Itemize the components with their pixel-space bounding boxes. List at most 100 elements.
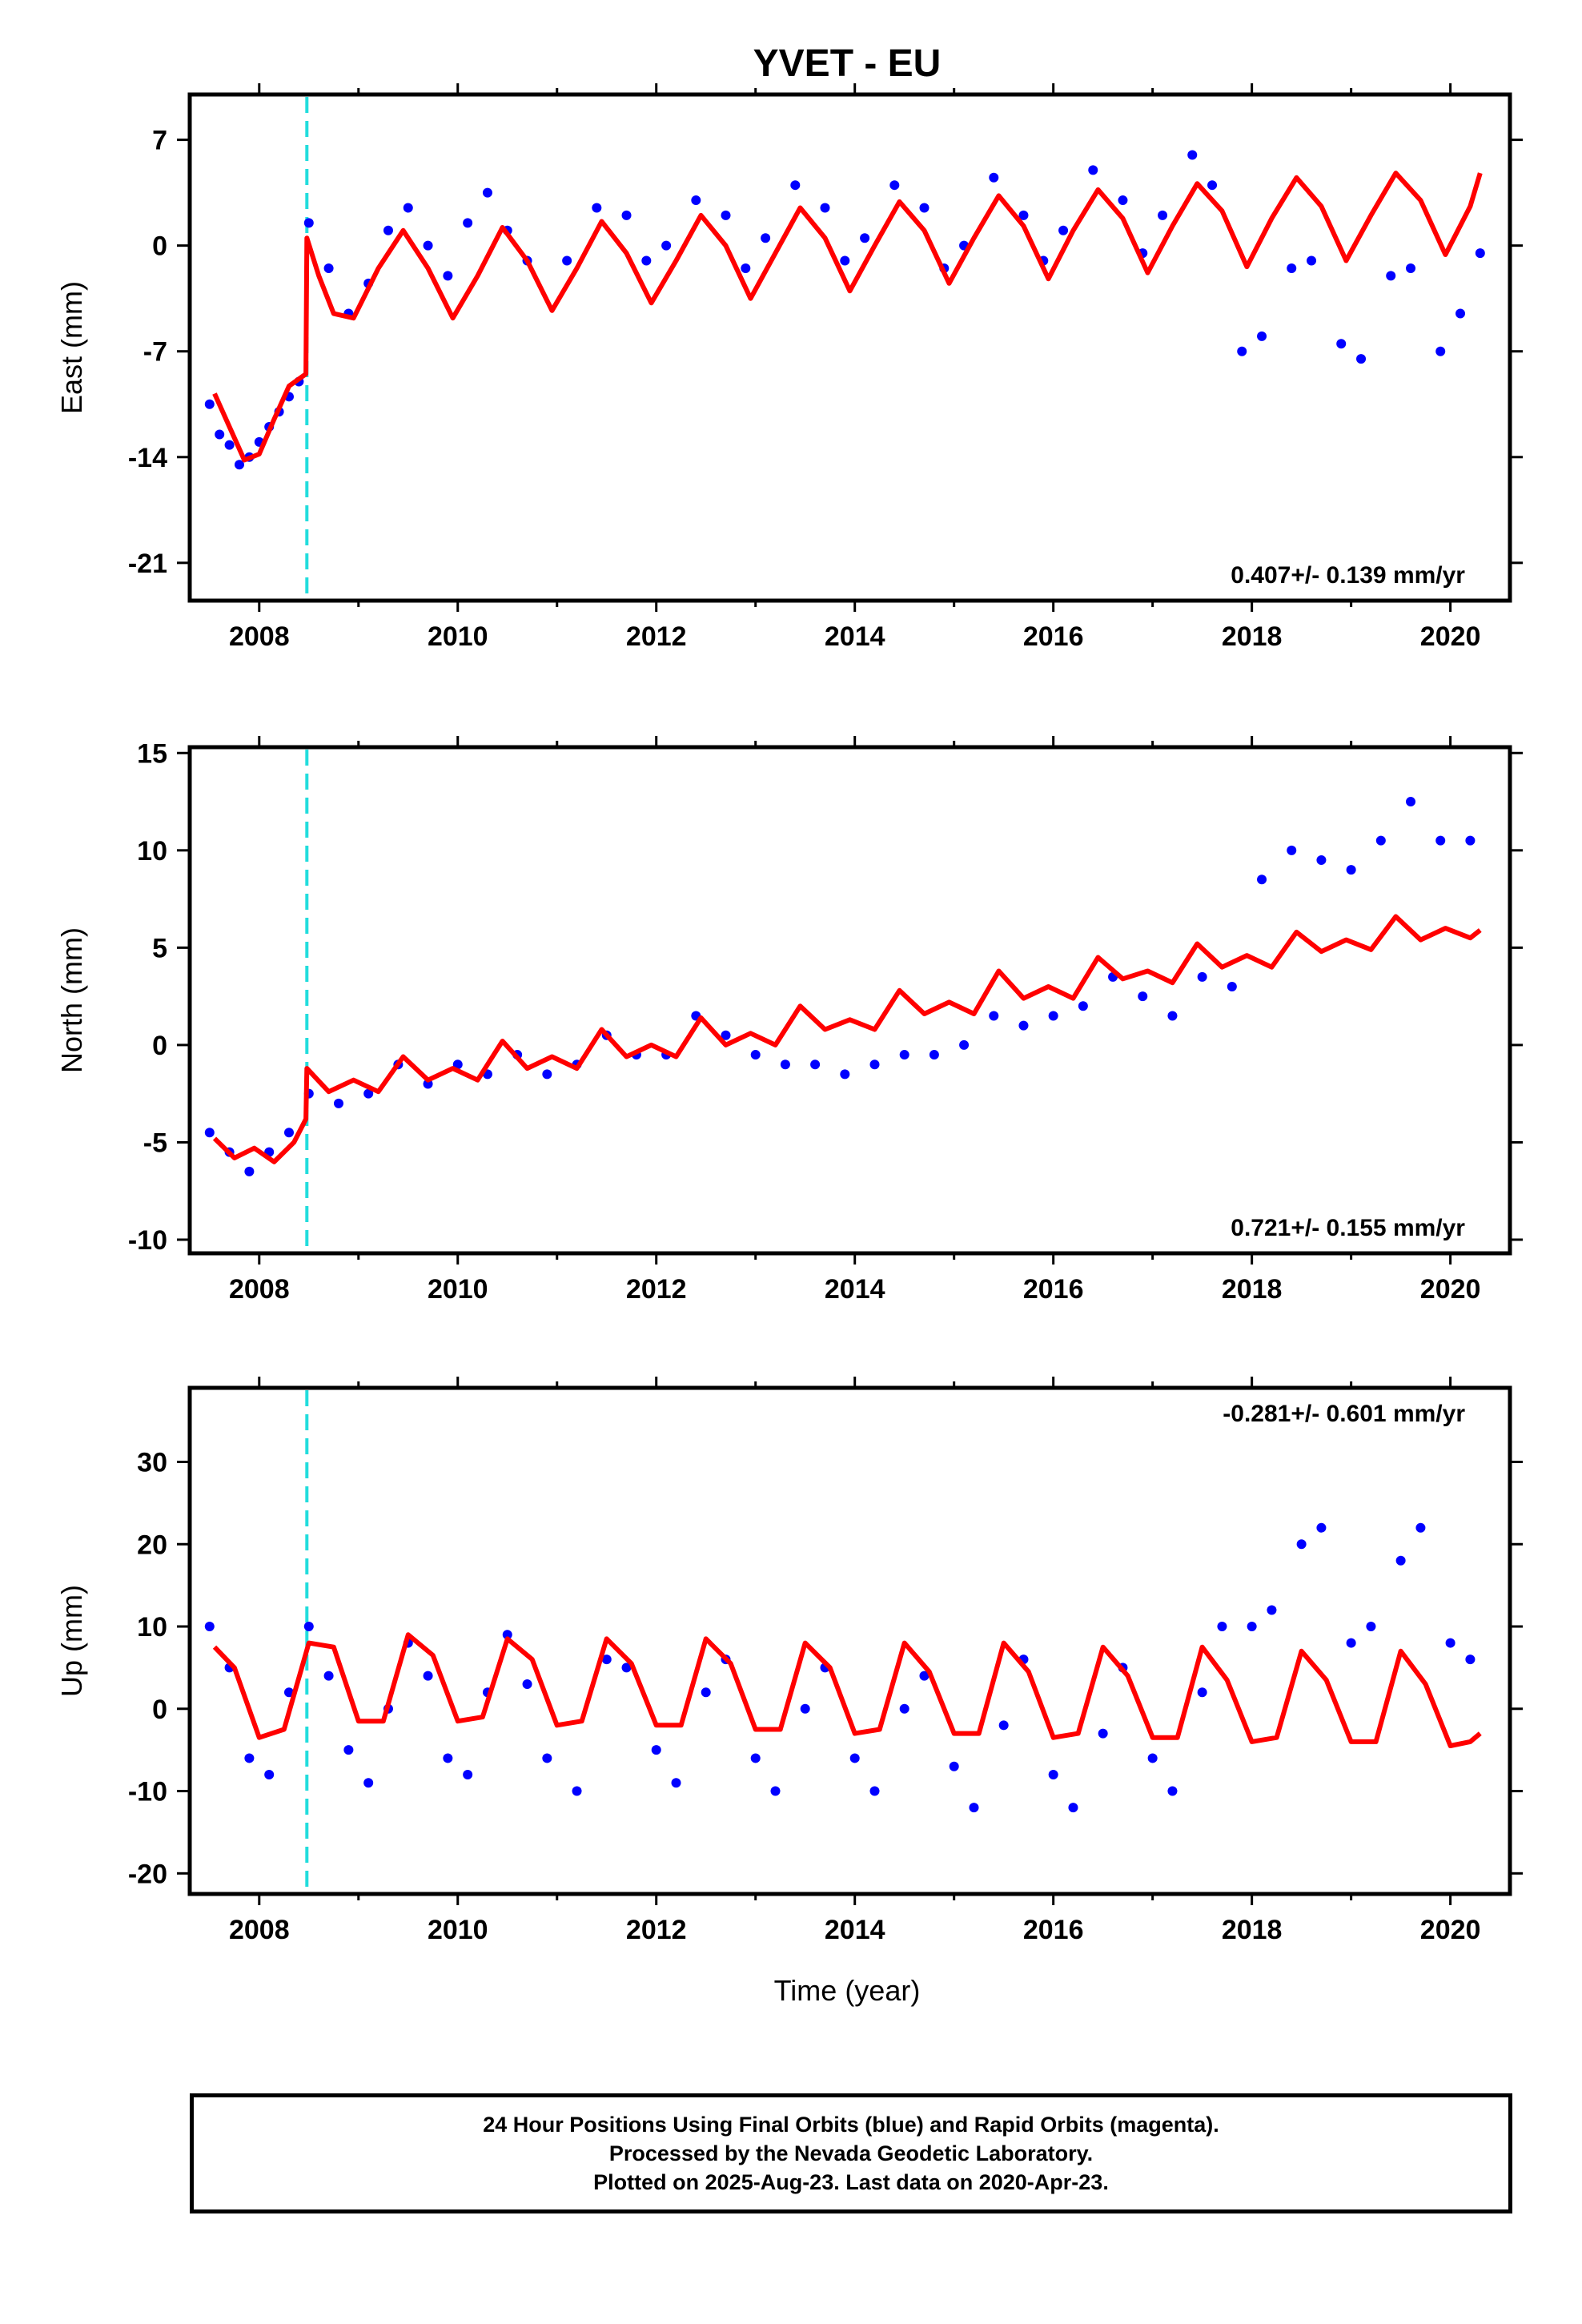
y-tick-label: 0	[152, 1031, 167, 1061]
rate-annotation: 0.721+/- 0.155 mm/yr	[1231, 1215, 1465, 1241]
rate-annotation: -0.281+/- 0.601 mm/yr	[1223, 1401, 1465, 1427]
data-point	[989, 172, 999, 183]
data-point	[502, 1630, 512, 1640]
data-point	[1088, 165, 1098, 175]
data-point	[1048, 1769, 1058, 1779]
data-point	[1167, 1011, 1178, 1021]
data-point	[204, 399, 215, 409]
data-point	[1336, 339, 1347, 349]
x-tick-label: 2010	[428, 1915, 488, 1945]
data-point	[1415, 1522, 1426, 1533]
data-point	[621, 210, 632, 220]
data-point	[770, 1786, 781, 1796]
data-point	[929, 1050, 939, 1060]
data-point	[1316, 1522, 1327, 1533]
data-point	[800, 1703, 810, 1714]
data-point	[283, 1128, 294, 1138]
caption-line-2: Processed by the Nevada Geodetic Laborat…	[608, 2141, 1094, 2165]
y-tick-label: -20	[128, 1859, 167, 1889]
y-tick-label: 20	[137, 1530, 167, 1560]
data-point	[750, 1050, 761, 1060]
data-point	[323, 263, 334, 273]
data-point	[1307, 255, 1317, 266]
y-tick-label: 5	[152, 933, 167, 963]
data-point	[1375, 835, 1386, 846]
data-point	[522, 1679, 532, 1689]
x-tick-label: 2018	[1222, 1915, 1283, 1945]
data-point	[1187, 150, 1198, 160]
data-point	[363, 1778, 374, 1788]
data-point	[721, 1030, 731, 1040]
data-point	[919, 1671, 930, 1681]
data-point	[363, 1088, 374, 1099]
data-point	[1118, 195, 1128, 206]
data-point	[1456, 308, 1466, 319]
data-point	[443, 271, 453, 281]
x-tick-label: 2020	[1420, 621, 1481, 652]
data-point	[998, 1720, 1009, 1731]
east-panel: 2008 2010 2012 2014 2016 2018 2020 7 0 -7 -14 -21 Ea…	[55, 83, 1523, 652]
plot-frame	[187, 1385, 1512, 1896]
data-point	[889, 180, 900, 191]
data-point	[780, 1059, 790, 1070]
caption-line-1: 24 Hour Positions Using Final Orbits (bl…	[483, 2113, 1219, 2137]
data-point	[1435, 346, 1446, 356]
data-point	[621, 1663, 632, 1673]
x-tick-label: 2016	[1023, 621, 1084, 652]
data-point	[463, 1769, 473, 1779]
x-tick-label: 2014	[825, 621, 885, 652]
rate-annotation: 0.407+/- 0.139 mm/yr	[1231, 562, 1465, 589]
data-point	[1158, 210, 1168, 220]
data-point	[1406, 263, 1416, 273]
y-tick-label: 30	[137, 1447, 167, 1478]
data-point	[403, 203, 413, 213]
data-point	[1435, 835, 1446, 846]
data-point	[1287, 845, 1297, 855]
data-point	[1356, 354, 1367, 364]
x-tick-label: 2008	[229, 621, 290, 652]
data-point	[423, 1671, 433, 1681]
data-point	[215, 429, 225, 440]
data-point	[1197, 1687, 1207, 1698]
data-point	[820, 203, 830, 213]
data-point	[383, 225, 393, 235]
data-point	[601, 1655, 612, 1665]
data-point	[463, 218, 473, 228]
y-tick-label: 0	[152, 231, 167, 262]
data-point	[641, 255, 652, 266]
data-point	[323, 1671, 334, 1681]
data-point	[1237, 346, 1247, 356]
x-tick-label: 2016	[1023, 1274, 1084, 1305]
data-point	[691, 195, 701, 206]
y-tick-label: 15	[137, 738, 167, 769]
data-point	[790, 180, 801, 191]
model-line	[212, 1632, 1482, 1748]
x-tick-label: 2008	[229, 1915, 290, 1945]
x-tick-label: 2020	[1420, 1915, 1481, 1945]
up-panel: 2008 2010 2012 2014 2016 2018 20203020100-10-2…	[55, 1377, 1523, 1945]
y-axis-label: North (mm)	[55, 927, 88, 1073]
data-point	[343, 1745, 354, 1755]
data-point	[899, 1703, 909, 1714]
data-point	[303, 218, 314, 228]
data-point	[1078, 1001, 1088, 1011]
data-point	[1267, 1605, 1277, 1615]
data-point	[1167, 1786, 1178, 1796]
data-point	[1227, 981, 1237, 991]
data-point	[204, 1622, 215, 1632]
data-point	[1207, 180, 1218, 191]
data-point	[1287, 263, 1297, 273]
data-point	[1346, 1638, 1356, 1648]
data-point	[452, 1059, 463, 1070]
y-tick-label: -21	[128, 549, 167, 579]
plot-frame	[187, 92, 1512, 603]
x-tick-label: 2014	[825, 1274, 885, 1305]
data-point	[1068, 1803, 1078, 1813]
data-point	[969, 1803, 979, 1813]
x-tick-label: 2012	[626, 621, 687, 652]
data-point	[750, 1753, 761, 1763]
y-tick-label: 10	[137, 1612, 167, 1642]
x-tick-label: 2012	[626, 1274, 687, 1305]
data-point	[1257, 875, 1267, 885]
data-point	[224, 440, 235, 450]
